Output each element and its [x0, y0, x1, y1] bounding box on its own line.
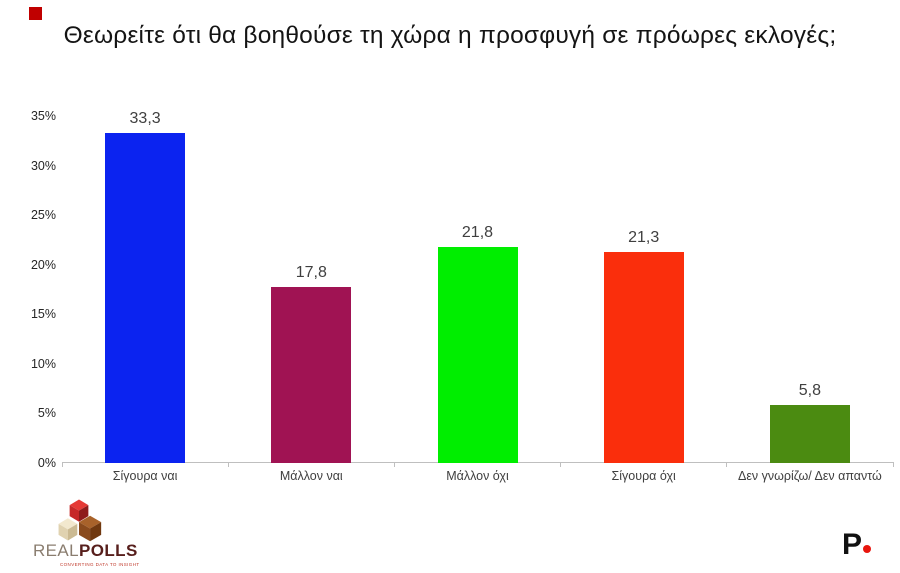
y-tick-label: 10% — [30, 356, 56, 371]
slide-accent-square — [29, 7, 42, 20]
chart-title: Θεωρείτε ότι θα βοηθούσε τη χώρα η προσφ… — [63, 22, 837, 49]
red-dot-icon — [863, 545, 872, 553]
brand-name-polls: POLLS — [79, 541, 138, 560]
brand-name-real: REAL — [33, 541, 80, 560]
y-tick-label: 5% — [37, 406, 56, 421]
y-tick-label: 15% — [30, 307, 56, 322]
x-category-label: Μάλλον όχι — [446, 469, 509, 483]
bar-value-label: 33,3 — [129, 110, 161, 127]
y-tick-label: 35% — [30, 109, 56, 123]
bar-value-label: 21,8 — [461, 224, 494, 241]
bar-value-label: 21,3 — [628, 229, 660, 246]
bar — [603, 252, 684, 463]
x-category-label: Δεν γνωρίζω/ Δεν απαντώ — [737, 469, 882, 483]
bar — [437, 247, 518, 463]
axis-tick — [61, 462, 63, 467]
bar — [105, 133, 186, 463]
axis-tick — [726, 462, 728, 467]
brand-tagline: CONVERTING DATA TO INSIGHT — [60, 562, 140, 567]
bar-value-label: 17,8 — [295, 264, 327, 281]
y-tick-label: 25% — [30, 208, 56, 223]
y-tick-label: 20% — [30, 257, 56, 272]
x-category-label: Μάλλον ναι — [279, 469, 343, 483]
realpolls-cubes-icon — [58, 499, 102, 542]
publisher-letter: P — [842, 528, 863, 561]
axis-tick — [560, 462, 562, 467]
realpolls-wordmark: REALPOLLS — [33, 541, 153, 561]
axis-tick — [892, 462, 894, 467]
realpolls-logo: REALPOLLS CONVERTING DATA TO INSIGHT — [33, 497, 153, 567]
y-tick-label: 30% — [30, 158, 56, 173]
publisher-logo: P — [842, 528, 872, 562]
bar — [271, 287, 352, 463]
axis-tick — [393, 462, 395, 467]
axis-tick — [227, 462, 229, 467]
x-category-label: Σίγουρα ναι — [112, 469, 178, 483]
bar-value-label: 5,8 — [798, 382, 822, 399]
y-tick-label: 0% — [37, 456, 56, 470]
bar — [769, 405, 850, 463]
x-category-label: Σίγουρα όχι — [611, 469, 676, 483]
